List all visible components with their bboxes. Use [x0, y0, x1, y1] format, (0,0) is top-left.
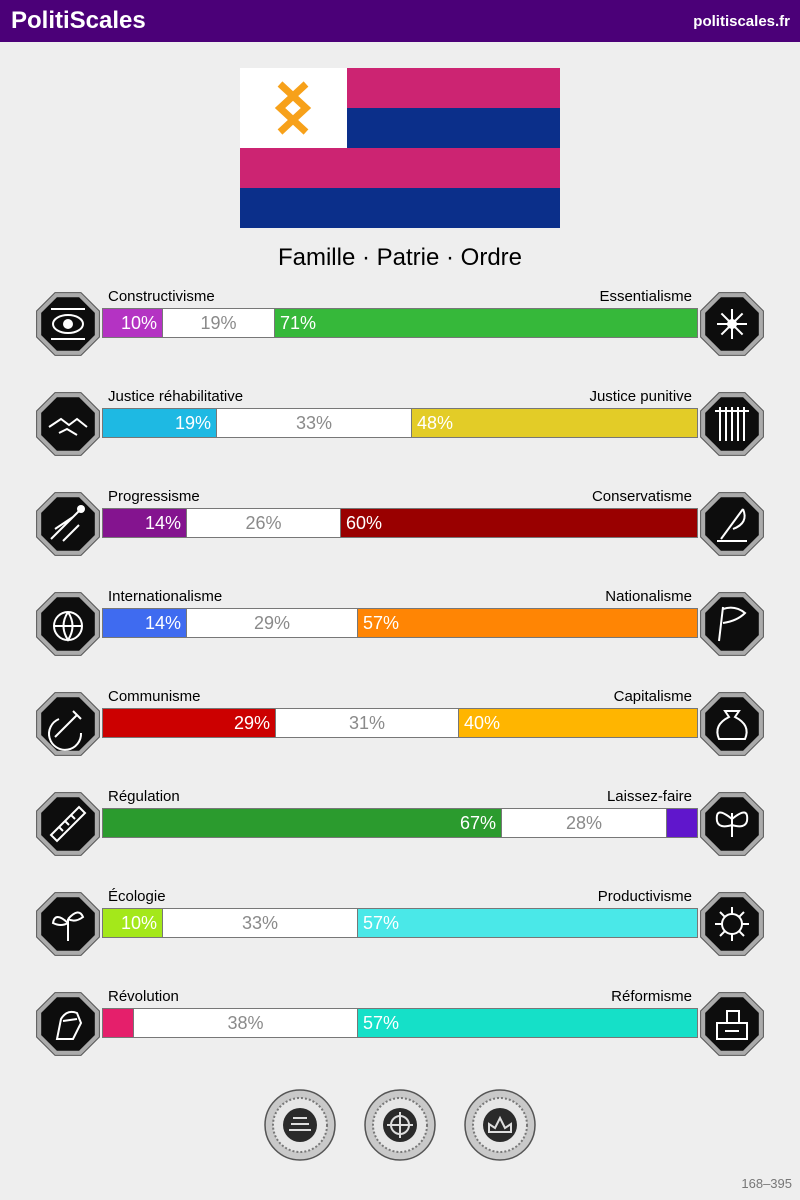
- axis-right-segment: 60%: [341, 509, 697, 537]
- axis-left-segment: 19%: [103, 409, 216, 437]
- axis-neutral-segment: 26%: [186, 509, 341, 537]
- seals-row: [0, 1088, 800, 1168]
- axis-left-label: Révolution: [108, 988, 179, 1005]
- axis-right-label: Réformisme: [611, 988, 692, 1005]
- axis-neutral-segment: 33%: [216, 409, 412, 437]
- site-brand[interactable]: PolitiScales: [11, 7, 146, 34]
- hammer-sickle-icon: [36, 692, 100, 756]
- axis-bar: 67% 28%: [102, 808, 698, 838]
- flag-icon: [700, 592, 764, 656]
- axis-bar: 14% 26% 60%: [102, 508, 698, 538]
- axis-left-segment: 14%: [103, 609, 186, 637]
- gear-icon: [700, 892, 764, 956]
- axis-row: Écologie Productivisme 10% 33% 57%: [0, 888, 800, 969]
- books-seal-icon: [264, 1089, 336, 1161]
- axis-right-segment: 57%: [358, 609, 697, 637]
- axis-neutral-segment: 28%: [501, 809, 667, 837]
- axis-left-segment: 10%: [103, 909, 162, 937]
- axis-right-label: Conservatisme: [591, 488, 692, 505]
- axis-bar: 38% 57%: [102, 1008, 698, 1038]
- axis-row: Constructivisme Essentialisme 10% 19% 71%: [0, 288, 800, 369]
- site-url[interactable]: politiscales.fr: [693, 13, 790, 30]
- flower-icon: [700, 292, 764, 356]
- axis-right-label: Productivisme: [597, 888, 692, 905]
- axis-bar: 10% 19% 71%: [102, 308, 698, 338]
- axis-bar: 10% 33% 57%: [102, 908, 698, 938]
- ruler-icon: [36, 792, 100, 856]
- axis-right-segment: 40%: [459, 709, 697, 737]
- flag-canton: [240, 68, 347, 148]
- flag-blue-stripe-top: [347, 108, 560, 148]
- axis-bar: 14% 29% 57%: [102, 608, 698, 638]
- eye-icon: [36, 292, 100, 356]
- axis-right-segment: [667, 809, 697, 837]
- handshake-icon: [36, 392, 100, 456]
- axis-left-segment: 67%: [103, 809, 501, 837]
- fist-icon: [36, 992, 100, 1056]
- flag-motto: Famille · Patrie · Ordre: [277, 244, 523, 271]
- compass-seal-icon: [364, 1089, 436, 1161]
- axis-row: Internationalisme Nationalisme 14% 29% 57%: [0, 588, 800, 669]
- butterfly-icon: [700, 792, 764, 856]
- axis-row: Communisme Capitalisme 29% 31% 40%: [0, 688, 800, 769]
- axis-left-label: Constructivisme: [108, 288, 215, 305]
- rocket-icon: [36, 492, 100, 556]
- axis-right-segment: 48%: [412, 409, 697, 437]
- axis-right-label: Essentialisme: [599, 288, 692, 305]
- flag-pink-stripe-bottom: [240, 148, 560, 188]
- axis-left-label: Progressisme: [108, 488, 200, 505]
- feather-icon: [700, 492, 764, 556]
- footer-code: 168–395: [741, 1176, 792, 1191]
- axis-neutral-segment: 29%: [186, 609, 358, 637]
- axis-row: Justice réhabilitative Justice punitive 19…: [0, 388, 800, 469]
- crown-seal-icon: [464, 1089, 536, 1161]
- axis-neutral-segment: 31%: [275, 709, 459, 737]
- money-bag-icon: [700, 692, 764, 756]
- flag-blue-stripe-bottom: [240, 188, 560, 228]
- axis-left-label: Internationalisme: [108, 588, 223, 605]
- axis-neutral-segment: 19%: [162, 309, 275, 337]
- axis-right-label: Laissez-faire: [606, 788, 692, 805]
- axis-right-segment: 71%: [275, 309, 697, 337]
- axis-row: Révolution Réformisme 38% 57%: [0, 988, 800, 1069]
- axis-left-label: Communisme: [108, 688, 201, 705]
- ballot-box-icon: [700, 992, 764, 1056]
- axis-bar: 19% 33% 48%: [102, 408, 698, 438]
- axis-left-segment: 14%: [103, 509, 186, 537]
- sprout-icon: [36, 892, 100, 956]
- axis-left-label: Écologie: [108, 888, 166, 905]
- header-bar: PolitiScales politiscales.fr: [0, 0, 800, 42]
- axis-right-label: Capitalisme: [613, 688, 692, 705]
- axis-right-segment: 57%: [358, 1009, 697, 1037]
- axis-left-label: Justice réhabilitative: [108, 388, 244, 405]
- axis-left-segment: 29%: [103, 709, 275, 737]
- axis-left-segment: 10%: [103, 309, 162, 337]
- axis-right-label: Justice punitive: [589, 388, 692, 405]
- axis-row: Régulation Laissez-faire 67% 28%: [0, 788, 800, 869]
- axis-left-segment: [103, 1009, 133, 1037]
- result-flag: [240, 68, 560, 228]
- prison-bars-icon: [700, 392, 764, 456]
- axis-right-segment: 57%: [358, 909, 697, 937]
- axis-right-label: Nationalisme: [605, 588, 692, 605]
- axis-bar: 29% 31% 40%: [102, 708, 698, 738]
- axis-left-label: Régulation: [108, 788, 180, 805]
- flag-pink-stripe-top: [347, 68, 560, 108]
- axis-neutral-segment: 38%: [133, 1009, 358, 1037]
- axis-neutral-segment: 33%: [162, 909, 358, 937]
- odal-rune-icon: [274, 81, 312, 135]
- globe-icon: [36, 592, 100, 656]
- axis-row: Progressisme Conservatisme 14% 26% 60%: [0, 488, 800, 569]
